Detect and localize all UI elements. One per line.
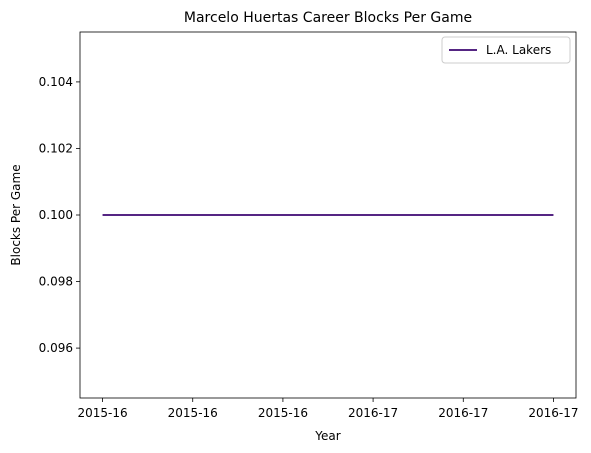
y-tick-label: 0.100	[39, 208, 73, 222]
legend: L.A. Lakers	[441, 36, 571, 64]
legend-entry: L.A. Lakers	[486, 43, 551, 57]
y-tick-label: 0.098	[39, 275, 73, 289]
y-tick-label: 0.102	[39, 141, 73, 155]
y-axis: 0.096 0.098 0.100 0.102 0.104	[39, 75, 80, 355]
x-tick-label: 2015-16	[168, 406, 218, 420]
x-tick-label: 2015-16	[77, 406, 127, 420]
x-axis-label: Year	[314, 429, 340, 443]
chart-title: Marcelo Huertas Career Blocks Per Game	[184, 10, 472, 26]
y-tick-label: 0.096	[39, 341, 73, 355]
x-axis: 2015-16 2015-16 2015-16 2016-17 2016-17 2016-…	[77, 398, 579, 420]
x-tick-label: 2016-17	[438, 406, 488, 420]
y-axis-label: Blocks Per Game	[9, 164, 23, 265]
x-tick-label: 2016-17	[348, 406, 398, 420]
x-tick-label: 2015-16	[258, 406, 308, 420]
x-tick-label: 2016-17	[528, 406, 578, 420]
y-tick-label: 0.104	[39, 75, 73, 89]
legend-box	[441, 36, 571, 64]
